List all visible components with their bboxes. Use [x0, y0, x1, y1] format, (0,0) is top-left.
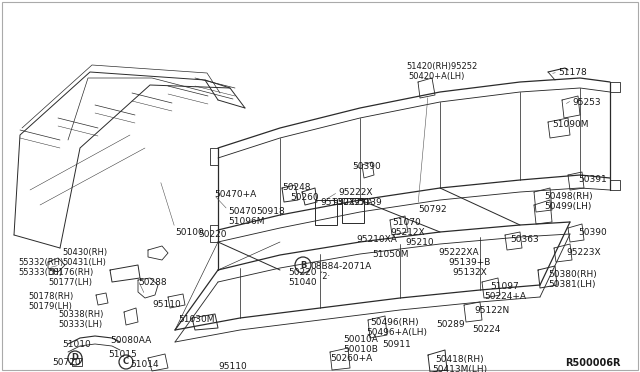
- Text: D: D: [72, 353, 79, 362]
- Text: 51097: 51097: [490, 282, 519, 291]
- Bar: [342, 198, 364, 223]
- Text: 95139+B: 95139+B: [448, 258, 490, 267]
- Bar: [72, 358, 82, 366]
- Text: 50496+A(LH): 50496+A(LH): [366, 328, 427, 337]
- Text: 50248: 50248: [282, 183, 310, 192]
- Text: 50080AA: 50080AA: [110, 336, 151, 345]
- Text: 50792: 50792: [418, 205, 447, 214]
- Text: 08B84-2071A: 08B84-2071A: [310, 262, 371, 271]
- Text: 95139: 95139: [353, 198, 381, 207]
- Text: 50391: 50391: [578, 175, 607, 184]
- Text: 50010A: 50010A: [343, 335, 378, 344]
- Text: 95223X: 95223X: [566, 248, 600, 257]
- Text: 50918: 50918: [256, 207, 285, 216]
- Text: 50418(RH): 50418(RH): [435, 355, 484, 364]
- Text: 50430(RH): 50430(RH): [62, 248, 107, 257]
- Text: 50289: 50289: [436, 320, 465, 329]
- Text: 50498(RH): 50498(RH): [544, 192, 593, 201]
- Text: 95210: 95210: [405, 238, 434, 247]
- Text: 50179(LH): 50179(LH): [28, 302, 72, 311]
- Text: 51178: 51178: [558, 68, 587, 77]
- Text: 95253: 95253: [572, 98, 600, 107]
- Bar: [315, 200, 337, 225]
- Text: 95222XA: 95222XA: [438, 248, 479, 257]
- Text: 50177(LH): 50177(LH): [48, 278, 92, 287]
- Text: 95222X: 95222X: [338, 188, 372, 197]
- Text: 95210XA: 95210XA: [356, 235, 397, 244]
- Text: 50220: 50220: [198, 230, 227, 239]
- Text: 50100: 50100: [175, 228, 204, 237]
- Text: 50178(RH): 50178(RH): [28, 292, 73, 301]
- Text: 51010: 51010: [62, 340, 91, 349]
- Text: ´2·: ´2·: [318, 272, 330, 281]
- Text: 50499(LH): 50499(LH): [544, 202, 591, 211]
- Text: 50420+A(LH): 50420+A(LH): [408, 72, 465, 81]
- Text: 50720: 50720: [52, 358, 81, 367]
- Text: 50220: 50220: [288, 268, 317, 277]
- Text: 50390: 50390: [578, 228, 607, 237]
- Text: 50496(RH): 50496(RH): [370, 318, 419, 327]
- Text: R500006R: R500006R: [565, 358, 621, 368]
- Text: 51014: 51014: [130, 360, 159, 369]
- Text: 50363: 50363: [510, 235, 539, 244]
- Text: 51420(RH)95252: 51420(RH)95252: [406, 62, 477, 71]
- Text: 50470+A: 50470+A: [214, 190, 256, 199]
- Text: 95122N: 95122N: [474, 306, 509, 315]
- Text: 50413M(LH): 50413M(LH): [432, 365, 487, 372]
- Text: 50911: 50911: [382, 340, 411, 349]
- Text: 55333(LH): 55333(LH): [18, 268, 62, 277]
- Text: 50431(LH): 50431(LH): [62, 258, 106, 267]
- Text: 50333(LH): 50333(LH): [58, 320, 102, 329]
- Text: 50338(RH): 50338(RH): [58, 310, 104, 319]
- Text: 95110: 95110: [218, 362, 247, 371]
- Text: 95212X: 95212X: [390, 228, 424, 237]
- Text: 55332(RH): 55332(RH): [18, 258, 63, 267]
- Text: 51070: 51070: [392, 218, 420, 227]
- Text: 50260+A: 50260+A: [330, 354, 372, 363]
- Text: 50380(RH): 50380(RH): [548, 270, 596, 279]
- Text: C: C: [123, 357, 129, 366]
- Text: 51015: 51015: [108, 350, 137, 359]
- Text: 95132X: 95132X: [452, 268, 487, 277]
- Text: 50390: 50390: [352, 162, 381, 171]
- Text: 50260: 50260: [290, 193, 319, 202]
- Text: 50288: 50288: [138, 278, 166, 287]
- Text: 50224: 50224: [472, 325, 500, 334]
- Text: 51030M: 51030M: [178, 315, 214, 324]
- Text: 95110: 95110: [152, 300, 180, 309]
- Text: 51096M: 51096M: [228, 217, 264, 226]
- Text: 51040: 51040: [288, 278, 317, 287]
- Text: 50381(LH): 50381(LH): [548, 280, 595, 289]
- Text: B: B: [300, 260, 306, 269]
- Text: 50470: 50470: [228, 207, 257, 216]
- Text: 51090M: 51090M: [552, 120, 589, 129]
- Text: 95130X: 95130X: [320, 198, 355, 207]
- Text: 50010B: 50010B: [343, 345, 378, 354]
- Text: 50224+A: 50224+A: [484, 292, 526, 301]
- Text: 50176(RH): 50176(RH): [48, 268, 93, 277]
- Text: 51050M: 51050M: [372, 250, 408, 259]
- Text: 95212XA: 95212XA: [332, 198, 372, 207]
